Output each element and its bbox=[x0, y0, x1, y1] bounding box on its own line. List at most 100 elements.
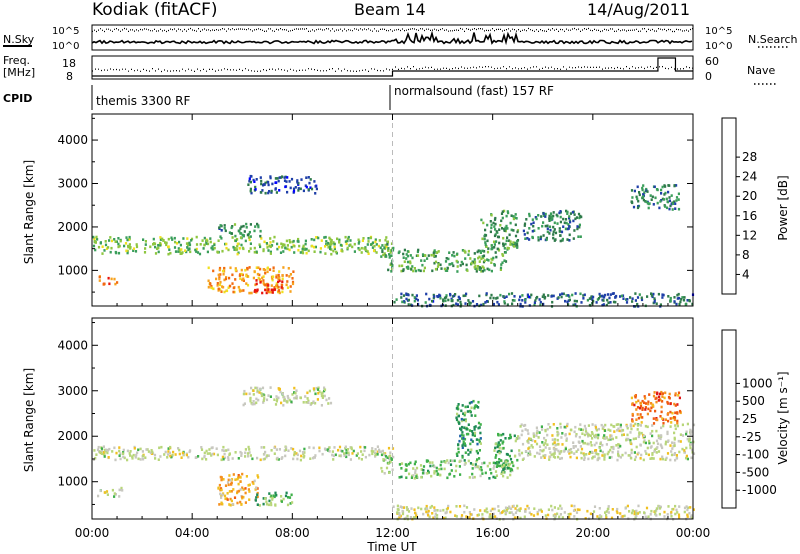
heatmap-cell bbox=[473, 508, 476, 511]
heatmap-cell bbox=[493, 246, 496, 249]
heatmap-cell bbox=[655, 439, 659, 443]
heatmap-cell bbox=[460, 409, 463, 413]
heatmap-cell bbox=[461, 454, 464, 458]
heatmap-cell bbox=[218, 283, 222, 287]
heatmap-cell bbox=[500, 212, 504, 215]
heatmap-cell bbox=[268, 499, 271, 503]
heatmap-cell bbox=[228, 474, 231, 477]
heatmap-cell bbox=[663, 515, 666, 518]
heatmap-cell bbox=[594, 449, 597, 452]
heatmap-cell bbox=[444, 516, 447, 520]
heatmap-cell bbox=[493, 449, 496, 452]
heatmap-cell bbox=[145, 448, 148, 451]
freq-left-label-1: Freq. bbox=[3, 54, 30, 67]
heatmap-cell bbox=[574, 445, 577, 448]
heatmap-cell bbox=[551, 217, 554, 220]
heatmap-cell bbox=[509, 457, 513, 461]
heatmap-cell bbox=[546, 443, 549, 446]
heatmap-cell bbox=[677, 439, 680, 443]
heatmap-cell bbox=[253, 270, 256, 273]
heatmap-cell bbox=[341, 249, 344, 253]
heatmap-cell bbox=[412, 516, 416, 519]
heatmap-cell bbox=[95, 453, 98, 456]
heatmap-cell bbox=[639, 415, 642, 419]
heatmap-cell bbox=[260, 446, 263, 449]
heatmap-cell bbox=[271, 182, 274, 186]
heatmap-cell bbox=[480, 270, 483, 273]
heatmap-cell bbox=[220, 478, 223, 482]
heatmap-cell bbox=[433, 465, 436, 469]
heatmap-cell bbox=[391, 264, 394, 267]
heatmap-cell bbox=[566, 212, 569, 215]
heatmap-cell bbox=[122, 452, 125, 455]
heatmap-cell bbox=[220, 496, 223, 499]
heatmap-cell bbox=[249, 189, 252, 193]
heatmap-cell bbox=[516, 466, 519, 470]
heatmap-cell bbox=[435, 466, 438, 470]
heatmap-cell bbox=[105, 448, 108, 452]
heatmap-cell bbox=[223, 494, 227, 498]
heatmap-cell bbox=[291, 240, 294, 244]
heatmap-cell bbox=[514, 216, 517, 219]
heatmap-cell bbox=[302, 456, 305, 459]
heatmap-cell bbox=[546, 230, 549, 234]
cpid-segment-1: themis 3300 RF bbox=[96, 94, 190, 108]
heatmap-cell bbox=[676, 419, 679, 423]
heatmap-cell bbox=[641, 408, 644, 411]
heatmap-cell bbox=[282, 404, 285, 407]
heatmap-cell bbox=[188, 247, 191, 250]
heatmap-cell bbox=[356, 452, 359, 455]
heatmap-cell bbox=[685, 454, 688, 458]
heatmap-cell bbox=[682, 298, 686, 302]
velocity-colorbar-tick-label: -1000 bbox=[742, 483, 777, 497]
heatmap-cell bbox=[417, 506, 420, 510]
heatmap-cell bbox=[330, 239, 333, 242]
heatmap-cell bbox=[489, 296, 492, 300]
heatmap-cell bbox=[479, 437, 482, 440]
heatmap-cell bbox=[467, 253, 470, 256]
heatmap-cell bbox=[103, 491, 106, 494]
heatmap-cell bbox=[608, 456, 611, 459]
heatmap-cell bbox=[568, 448, 571, 452]
heatmap-cell bbox=[658, 505, 661, 508]
heatmap-cell bbox=[489, 468, 492, 471]
heatmap-cell bbox=[278, 388, 281, 391]
heatmap-cell bbox=[384, 452, 387, 455]
heatmap-cell bbox=[450, 469, 453, 472]
heatmap-cell bbox=[216, 284, 219, 287]
heatmap-cell bbox=[674, 404, 677, 407]
heatmap-cell bbox=[652, 203, 655, 206]
heatmap-cell bbox=[206, 452, 209, 455]
heatmap-cell bbox=[636, 185, 639, 189]
heatmap-cell bbox=[686, 422, 689, 426]
heatmap-cell bbox=[639, 457, 642, 460]
heatmap-cell bbox=[677, 207, 681, 211]
heatmap-cell bbox=[551, 442, 555, 446]
heatmap-cell bbox=[129, 450, 132, 453]
heatmap-cell bbox=[180, 248, 183, 251]
heatmap-cell bbox=[211, 452, 214, 456]
heatmap-cell bbox=[519, 302, 522, 306]
heatmap-cell bbox=[504, 511, 508, 514]
heatmap-cell bbox=[169, 454, 172, 458]
heatmap-cell bbox=[384, 238, 387, 242]
heatmap-cell bbox=[228, 276, 231, 280]
heatmap-cell bbox=[324, 252, 327, 255]
heatmap-cell bbox=[645, 452, 648, 455]
heatmap-cell bbox=[479, 474, 482, 478]
heatmap-cell bbox=[392, 246, 395, 250]
heatmap-cell bbox=[219, 224, 222, 227]
heatmap-cell bbox=[218, 268, 221, 272]
heatmap-cell bbox=[591, 450, 594, 454]
heatmap-cell bbox=[485, 293, 488, 297]
heatmap-cell bbox=[223, 290, 226, 294]
heatmap-cell bbox=[464, 251, 467, 254]
heatmap-cell bbox=[464, 294, 467, 297]
heatmap-cell bbox=[195, 250, 198, 253]
heatmap-cell bbox=[570, 451, 573, 454]
heatmap-cell bbox=[484, 509, 487, 513]
heatmap-cell bbox=[422, 468, 425, 472]
heatmap-cell bbox=[236, 490, 239, 493]
heatmap-cell bbox=[370, 243, 373, 246]
heatmap-cell bbox=[219, 492, 222, 496]
